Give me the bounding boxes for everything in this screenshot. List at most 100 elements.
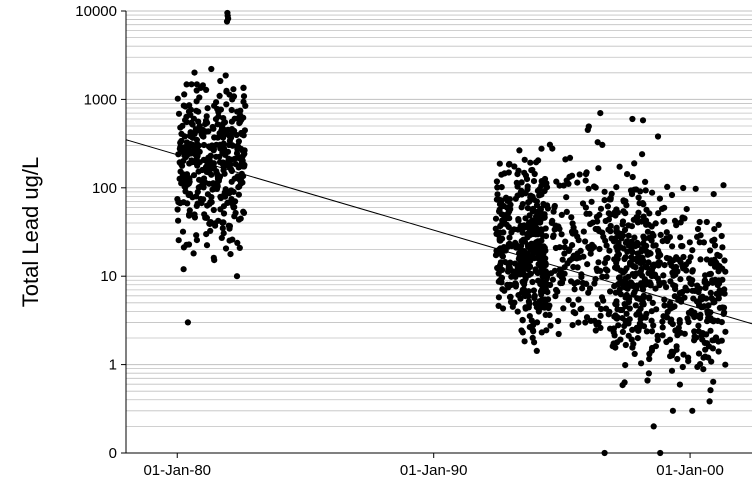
data-point (612, 314, 620, 321)
data-point (660, 279, 667, 286)
data-point (183, 146, 190, 153)
data-point (233, 273, 241, 280)
data-point (527, 159, 534, 166)
data-point (584, 261, 591, 268)
data-point (619, 218, 627, 225)
data-point (207, 227, 214, 234)
data-point (195, 108, 202, 115)
data-point (680, 184, 687, 192)
data-point (689, 267, 696, 274)
data-point (597, 205, 605, 212)
data-point (622, 362, 629, 369)
data-point (640, 213, 647, 220)
data-point (563, 208, 570, 215)
data-point (706, 271, 713, 278)
data-point (660, 272, 667, 279)
data-point (210, 147, 217, 154)
data-point (183, 119, 190, 126)
data-point (551, 204, 558, 211)
data-point (235, 216, 243, 223)
data-point (659, 318, 666, 325)
data-point (563, 194, 570, 201)
data-point (229, 236, 236, 243)
data-point (537, 205, 544, 212)
data-point (674, 355, 681, 363)
data-point (721, 257, 728, 264)
data-point (655, 262, 662, 269)
data-point (521, 260, 528, 267)
data-point (659, 332, 666, 339)
data-point (565, 180, 572, 187)
data-point (675, 295, 682, 302)
data-point (639, 284, 646, 291)
data-point (708, 358, 715, 365)
data-point (607, 222, 614, 230)
data-point (177, 144, 184, 151)
data-point (565, 297, 572, 304)
data-point (181, 133, 188, 140)
data-point (619, 306, 626, 314)
data-point (661, 262, 668, 269)
data-point (190, 115, 197, 122)
data-point (190, 250, 197, 257)
data-point (677, 234, 684, 241)
data-point (634, 214, 641, 221)
data-point (634, 242, 641, 249)
data-point (717, 290, 724, 297)
data-point (695, 322, 702, 329)
data-point (622, 254, 629, 261)
data-point (518, 242, 525, 249)
data-point (645, 259, 652, 266)
data-point (710, 191, 717, 198)
data-point (217, 77, 224, 85)
data-point (516, 147, 523, 154)
data-point (687, 254, 694, 261)
data-point (664, 314, 671, 321)
data-point (647, 280, 654, 288)
data-point (537, 281, 544, 288)
trendline (125, 139, 752, 325)
data-point (574, 250, 581, 257)
data-point (233, 150, 241, 157)
data-point (715, 348, 722, 355)
data-point (672, 271, 679, 278)
data-point (696, 239, 703, 246)
data-point (709, 277, 716, 284)
data-point (496, 206, 503, 213)
data-point (707, 247, 714, 254)
data-point (584, 126, 591, 133)
data-point (519, 316, 526, 324)
data-point (199, 179, 206, 186)
data-point (620, 208, 627, 215)
data-point (617, 267, 624, 274)
data-point (530, 178, 538, 185)
data-point (226, 190, 233, 197)
data-point (648, 237, 655, 244)
y-tick-labels: 0 1 10 100 1000 10000 (75, 3, 126, 462)
data-point (508, 243, 515, 250)
y-tick-label: 10 (100, 268, 117, 285)
data-point (572, 310, 579, 317)
data-point (231, 115, 238, 122)
data-point (621, 379, 628, 386)
data-point (561, 244, 568, 251)
data-point (619, 315, 626, 322)
data-point (601, 197, 608, 204)
data-point (175, 110, 183, 117)
data-point (565, 247, 573, 254)
data-point (520, 286, 528, 293)
data-point (629, 115, 636, 123)
data-point (230, 86, 237, 93)
data-point (641, 276, 649, 283)
data-point (703, 340, 711, 347)
data-point (694, 225, 702, 233)
data-point (633, 186, 640, 193)
data-point (514, 183, 521, 190)
data-point (494, 191, 501, 198)
data-point (202, 121, 209, 128)
data-point (686, 239, 693, 246)
data-point (623, 310, 630, 317)
data-point (541, 286, 548, 293)
data-point (664, 236, 672, 243)
